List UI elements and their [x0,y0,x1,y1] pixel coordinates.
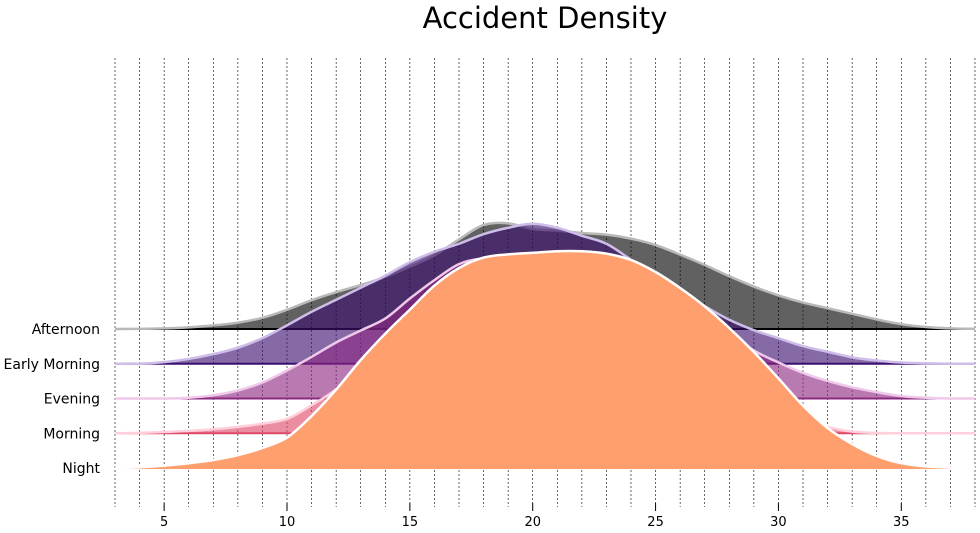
x-tick-label: 10 [279,515,296,530]
ridges [114,221,976,470]
series-label: Afternoon [32,322,100,338]
series-label: Evening [44,392,100,408]
x-tick-label: 35 [893,515,910,530]
ridge-night [114,249,976,470]
x-tick-label: 25 [647,515,664,530]
series-label: Early Morning [4,357,100,373]
x-tick-label: 20 [524,515,541,530]
series-labels: Afternoon Early Morning Evening Morning Nigh… [4,322,101,477]
x-tick-label: 30 [770,515,787,530]
series-label: Morning [43,426,100,442]
series-label: Night [62,461,100,477]
ridge-outline [114,222,976,366]
ridge-area [115,250,975,468]
x-tick-label: 15 [402,515,419,530]
chart-title: Accident Density [423,1,668,35]
x-axis: 5 10 15 20 25 30 35 [160,503,910,530]
ridge-outline [114,249,976,470]
x-tick-label: 5 [160,515,168,530]
